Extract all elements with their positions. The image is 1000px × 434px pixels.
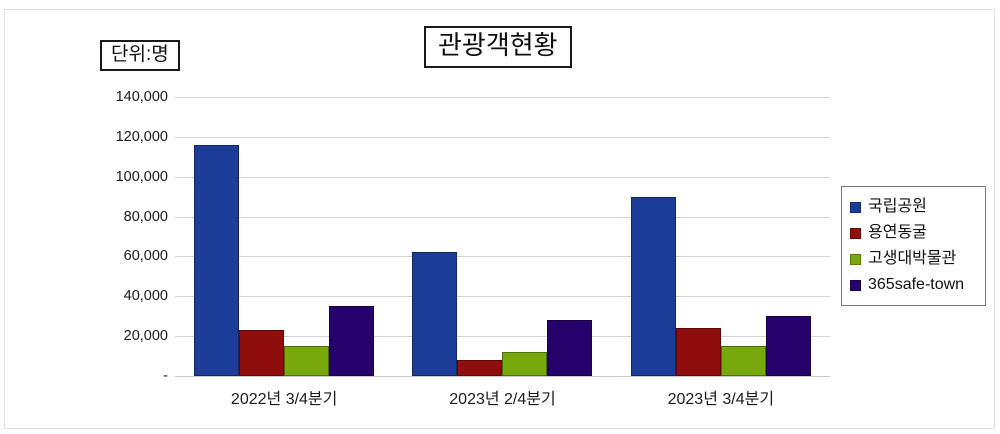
legend-item[interactable]: 고생대박물관 <box>850 246 977 272</box>
x-axis-tick-label: 2023년 2/4분기 <box>449 391 556 408</box>
bar <box>194 144 240 376</box>
bar-group <box>175 97 393 376</box>
legend-swatch-icon <box>850 279 861 291</box>
x-axis-labels: 2022년 3/4분기 2023년 2/4분기 2023년 3/4분기 <box>175 385 830 413</box>
y-axis-tick-label: 60,000 <box>123 248 168 265</box>
y-axis-labels: 140,000 120,000 100,000 80,000 60,000 40,000 2… <box>98 89 168 384</box>
x-axis-tick-label: 2023년 3/4분기 <box>667 391 775 408</box>
bar <box>457 360 503 376</box>
gridline <box>175 176 830 178</box>
bar-group <box>393 97 611 376</box>
legend-label: 국립공원 <box>868 198 927 215</box>
y-axis-tick-label: 140,000 <box>115 89 168 105</box>
y-axis-tick-label: 120,000 <box>115 128 168 145</box>
legend-label: 365safe-town <box>868 276 965 293</box>
bar <box>630 196 676 376</box>
chart-title: 관광객현황 <box>424 26 572 69</box>
y-axis-tick-label: 100,000 <box>115 168 168 185</box>
gridline <box>175 336 830 338</box>
gridline <box>175 136 830 138</box>
bar <box>284 346 330 376</box>
axis-baseline <box>175 376 830 377</box>
gridline <box>175 256 830 258</box>
bar <box>720 346 766 376</box>
y-axis-tick-label: - <box>163 368 168 384</box>
y-axis-tick-label: 40,000 <box>123 288 168 305</box>
legend-swatch-icon <box>850 227 861 239</box>
legend-item[interactable]: 365safe-town <box>850 272 977 298</box>
bar <box>765 316 811 376</box>
gridline <box>175 296 830 298</box>
legend-item[interactable]: 용연동굴 <box>850 220 977 246</box>
legend-swatch-icon <box>850 253 861 265</box>
bar <box>239 330 285 376</box>
legend-swatch-icon <box>850 201 861 213</box>
x-axis-tick-label: 2022년 3/4분기 <box>230 391 338 408</box>
gridline <box>175 216 830 218</box>
chart-frame <box>4 9 995 429</box>
legend-item[interactable]: 국립공원 <box>850 194 977 220</box>
bar <box>502 352 548 376</box>
bar <box>675 328 721 376</box>
y-axis-tick-label: 80,000 <box>123 208 168 225</box>
y-axis-tick-label: 20,000 <box>123 328 168 345</box>
bar <box>412 252 458 376</box>
gridline <box>175 97 830 98</box>
unit-label-box: 단위:명 <box>100 40 180 71</box>
plot-area <box>175 97 830 377</box>
legend-label: 용연동굴 <box>868 224 927 241</box>
bar <box>547 320 593 376</box>
bar <box>329 306 375 376</box>
bar-group <box>612 97 830 376</box>
legend-label: 고생대박물관 <box>868 250 957 267</box>
